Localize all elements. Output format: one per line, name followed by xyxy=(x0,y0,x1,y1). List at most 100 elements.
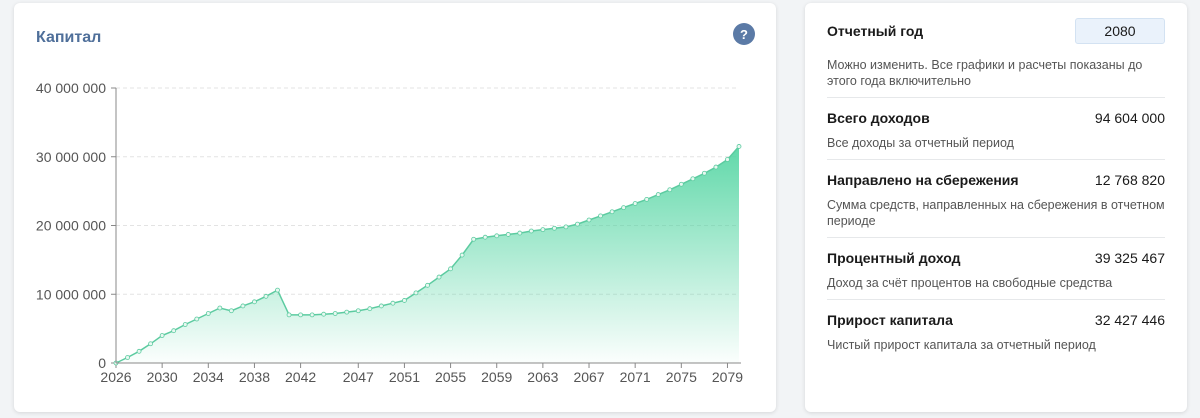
item-row: Направлено на сбережения 12 768 820 xyxy=(827,160,1165,189)
x-tick-label: 2038 xyxy=(239,369,270,385)
x-tick-label: 2042 xyxy=(285,369,316,385)
point xyxy=(171,328,177,334)
point xyxy=(632,201,638,206)
summary-item: Всего доходов 94 604 000 Все доходы за отч… xyxy=(827,98,1165,160)
x-tick-label: 2079 xyxy=(712,369,743,385)
point xyxy=(228,308,234,314)
point xyxy=(286,312,292,318)
chart-card: Капитал ? 0 10 000 000 20 000 000 30 000 00… xyxy=(14,3,776,412)
point xyxy=(402,298,407,303)
point xyxy=(194,316,200,322)
x-tick-label: 2067 xyxy=(573,369,604,385)
year-row: Отчетный год 2080 xyxy=(827,17,1165,45)
x-tick-label: 2063 xyxy=(527,369,558,385)
point xyxy=(298,312,303,318)
point xyxy=(575,221,580,227)
point xyxy=(355,308,361,314)
point xyxy=(425,282,430,288)
x-tick-label: 2071 xyxy=(620,369,651,385)
y-tick-label: 40 000 000 xyxy=(36,80,106,96)
point xyxy=(413,290,419,296)
point xyxy=(148,341,154,347)
summary-items: Всего доходов 94 604 000 Все доходы за отч… xyxy=(827,98,1165,361)
help-icon[interactable] xyxy=(733,23,755,45)
summary-item: Прирост капитала 32 427 446 Чистый прирост… xyxy=(827,300,1165,361)
item-label: Прирост капитала xyxy=(827,312,953,328)
point xyxy=(344,309,350,315)
x-tick-label: 2051 xyxy=(389,369,420,385)
item-value: 39 325 467 xyxy=(1094,250,1165,266)
point xyxy=(321,311,327,317)
point xyxy=(725,157,730,162)
point xyxy=(678,181,684,187)
x-tick-label: 2047 xyxy=(343,369,374,385)
point xyxy=(598,213,603,219)
year-label: Отчетный год xyxy=(827,23,924,39)
point xyxy=(736,144,742,149)
area xyxy=(116,146,739,363)
point xyxy=(459,252,465,258)
point xyxy=(436,274,442,280)
point xyxy=(528,228,534,234)
item-row: Процентный доход 39 325 467 xyxy=(827,238,1165,267)
y-tick-label: 20 000 000 xyxy=(36,218,106,234)
point xyxy=(540,227,546,233)
point xyxy=(136,348,142,354)
point xyxy=(644,196,650,202)
item-value: 94 604 000 xyxy=(1094,110,1165,126)
x-tick-label: 2075 xyxy=(666,369,697,385)
point xyxy=(217,305,223,311)
point xyxy=(471,236,477,242)
x-tick-label: 2030 xyxy=(147,369,178,385)
summary-panel: Отчетный год 2080 Можно изменить. Все гр… xyxy=(805,3,1187,412)
year-note: Можно изменить. Все графики и расчеты по… xyxy=(827,45,1165,98)
point xyxy=(494,233,500,239)
point xyxy=(505,232,511,237)
point xyxy=(390,300,396,306)
year-input[interactable]: 2080 xyxy=(1075,18,1165,44)
chart: Капитал ? 0 10 000 000 20 000 000 30 000 00… xyxy=(36,23,755,385)
item-description: Чистый прирост капитала за отчетный пери… xyxy=(827,338,1096,352)
point xyxy=(609,209,615,215)
y-tick-label: 10 000 000 xyxy=(36,286,106,302)
help-icon-text[interactable]: ? xyxy=(740,27,748,42)
point xyxy=(125,355,130,360)
point xyxy=(159,333,165,338)
point xyxy=(586,217,592,223)
point xyxy=(667,187,673,193)
item-description: Доход за счёт процентов на свободные сре… xyxy=(827,267,1165,300)
item-description: Сумма средств, направленных на сбережени… xyxy=(827,189,1165,238)
point xyxy=(309,312,315,318)
point xyxy=(690,176,696,182)
x-tick-label: 2034 xyxy=(193,369,224,385)
item-label: Процентный доход xyxy=(827,250,961,266)
point xyxy=(701,170,707,176)
point xyxy=(713,164,719,170)
point xyxy=(448,266,453,272)
item-value: 32 427 446 xyxy=(1094,312,1165,328)
point xyxy=(263,293,269,299)
point xyxy=(482,234,488,240)
item-row: Всего доходов 94 604 000 xyxy=(827,98,1165,127)
item-label: Направлено на сбережения xyxy=(827,172,1019,188)
item-value: 12 768 820 xyxy=(1094,172,1165,188)
point xyxy=(252,299,257,305)
y-tick-label: 0 xyxy=(98,355,106,371)
item-label: Всего доходов xyxy=(827,110,930,126)
x-tick-label: 2055 xyxy=(435,369,466,385)
point xyxy=(182,322,188,327)
point xyxy=(655,192,661,197)
summary-item: Процентный доход 39 325 467 Доход за счёт … xyxy=(827,238,1165,300)
summary-item: Направлено на сбережения 12 768 820 Сумма … xyxy=(827,160,1165,238)
item-description: Все доходы за отчетный период xyxy=(827,127,1165,160)
point xyxy=(275,287,280,293)
point xyxy=(332,311,338,316)
point xyxy=(367,306,373,312)
y-tick-label: 30 000 000 xyxy=(36,149,106,165)
item-row: Прирост капитала 32 427 446 xyxy=(827,300,1165,329)
point xyxy=(517,230,523,236)
point xyxy=(378,303,384,309)
point xyxy=(621,205,627,211)
